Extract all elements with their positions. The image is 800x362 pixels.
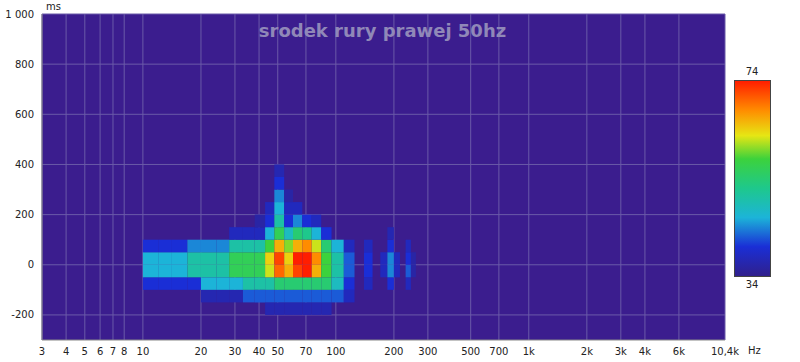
svg-text:40: 40 — [253, 346, 266, 357]
svg-text:1k: 1k — [523, 346, 535, 357]
svg-text:2k: 2k — [581, 346, 593, 357]
svg-text:50: 50 — [271, 346, 284, 357]
svg-text:10,4k: 10,4k — [711, 346, 739, 357]
svg-text:600: 600 — [15, 109, 34, 120]
svg-text:700: 700 — [489, 346, 508, 357]
svg-text:5: 5 — [82, 346, 88, 357]
svg-text:10: 10 — [137, 346, 150, 357]
svg-text:100: 100 — [326, 346, 345, 357]
svg-text:300: 300 — [418, 346, 437, 357]
svg-text:200: 200 — [384, 346, 403, 357]
svg-text:6: 6 — [97, 346, 103, 357]
svg-text:4: 4 — [63, 346, 69, 357]
svg-text:800: 800 — [15, 59, 34, 70]
svg-text:400: 400 — [15, 159, 34, 170]
svg-text:3: 3 — [39, 346, 45, 357]
svg-text:-200: -200 — [11, 309, 34, 320]
svg-text:4k: 4k — [639, 346, 651, 357]
svg-text:3k: 3k — [615, 346, 627, 357]
html-text:Hz: Hz — [748, 345, 761, 356]
svg-text:200: 200 — [15, 209, 34, 220]
html-text:74: 74 — [745, 66, 759, 77]
html-text:34: 34 — [745, 279, 759, 290]
svg-text:1 000: 1 000 — [5, 9, 34, 20]
svg-text:6k: 6k — [673, 346, 685, 357]
svg-text:20: 20 — [195, 346, 208, 357]
html-text:ms: ms — [46, 1, 61, 12]
svg-text:8: 8 — [121, 346, 127, 357]
svg-text:500: 500 — [461, 346, 480, 357]
html-text:srodek rury prawej 50hz: srodek rury prawej 50hz — [258, 20, 507, 41]
svg-text:70: 70 — [300, 346, 313, 357]
svg-text:30: 30 — [229, 346, 242, 357]
svg-text:0: 0 — [28, 259, 34, 270]
svg-text:7: 7 — [110, 346, 116, 357]
